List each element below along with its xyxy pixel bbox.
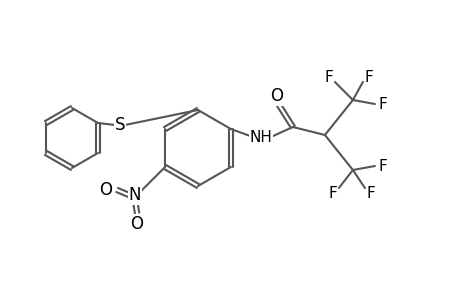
Text: F: F — [378, 158, 386, 173]
Text: F: F — [378, 97, 386, 112]
Text: NH: NH — [249, 130, 272, 145]
Text: S: S — [114, 116, 125, 134]
Text: O: O — [270, 87, 283, 105]
Text: O: O — [100, 181, 112, 199]
Text: F: F — [364, 70, 372, 85]
Text: F: F — [324, 70, 333, 85]
Text: F: F — [366, 185, 375, 200]
Text: O: O — [130, 215, 143, 233]
Text: N: N — [129, 186, 141, 204]
Text: F: F — [328, 185, 336, 200]
